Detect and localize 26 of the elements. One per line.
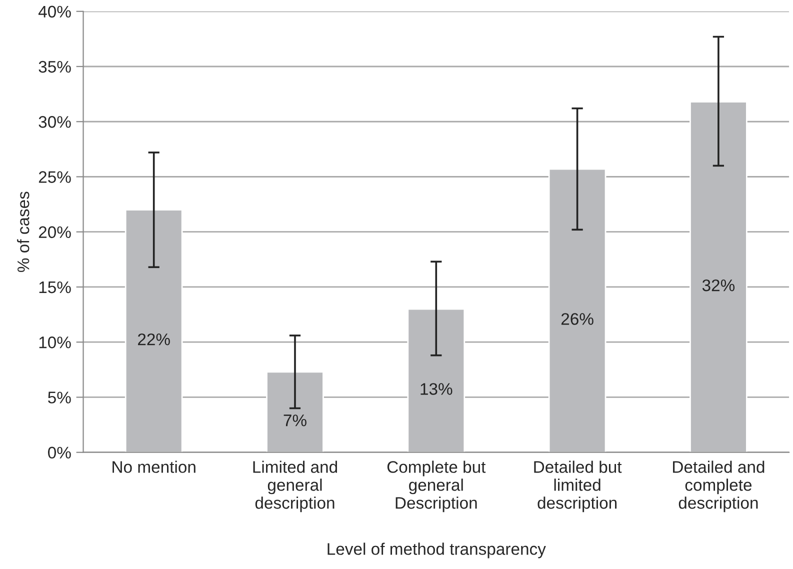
y-tick-label: 0%	[48, 446, 71, 459]
x-tick-label: Complete but general Description	[387, 460, 486, 512]
y-tick-label: 20%	[38, 226, 71, 238]
data-label: 22%	[138, 333, 170, 346]
bar	[407, 308, 466, 452]
x-tick-label: No mention	[112, 460, 196, 473]
y-tick-label: 5%	[48, 392, 71, 404]
y-tick-label: 30%	[38, 116, 71, 128]
bar	[548, 168, 606, 452]
bar	[124, 209, 183, 452]
x-tick-label: Detailed and complete description	[673, 460, 764, 512]
y-axis-title: % of cases	[17, 192, 30, 272]
bar	[266, 371, 324, 452]
y-tick-label: 10%	[39, 336, 71, 348]
data-label: 7%	[284, 414, 306, 426]
y-tick-label: 35%	[38, 60, 71, 73]
y-tick-label: 40%	[38, 6, 71, 18]
bar	[690, 101, 748, 452]
y-tick-label: 25%	[38, 171, 71, 183]
x-tick-label: Limited and general description	[253, 460, 338, 512]
x-tick-label: Detailed but limited description	[534, 460, 622, 512]
data-label: 32%	[702, 279, 735, 292]
data-label: 26%	[561, 313, 594, 325]
x-axis-title: Level of method transparency	[328, 542, 546, 558]
data-label: 13%	[420, 383, 452, 395]
y-tick-label: 15%	[39, 281, 71, 294]
